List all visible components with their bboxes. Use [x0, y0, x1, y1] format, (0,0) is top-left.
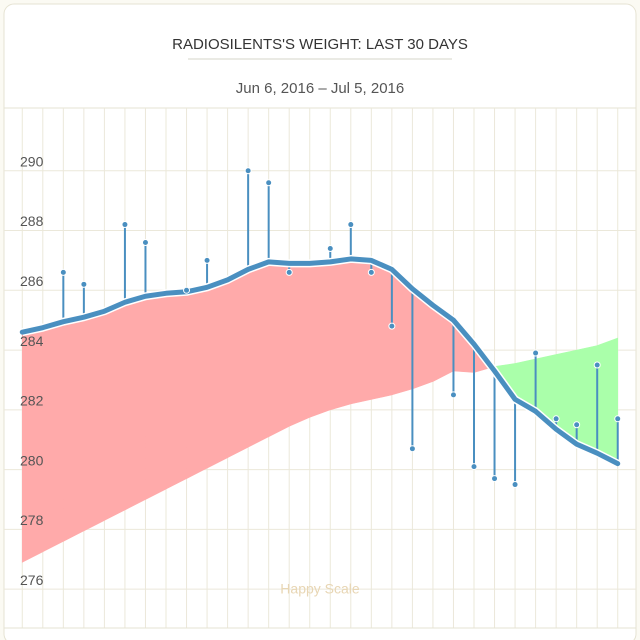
weight-dot [491, 475, 499, 483]
watermark: Happy Scale [280, 581, 360, 597]
y-tick-label: 284 [20, 333, 44, 349]
weight-dot [59, 268, 67, 276]
weight-dot [285, 268, 293, 276]
weight-dot [532, 349, 540, 357]
weight-dot [593, 361, 601, 369]
weight-dot [326, 244, 334, 252]
y-tick-label: 278 [20, 512, 44, 528]
weight-dot [552, 415, 560, 423]
weight-dot [367, 268, 375, 276]
weight-dot [183, 286, 191, 294]
y-tick-label: 280 [20, 452, 44, 468]
y-tick-label: 290 [20, 153, 44, 169]
weight-dot [203, 256, 211, 264]
weight-dot [614, 415, 622, 423]
weight-dot [573, 421, 581, 429]
weight-dot [244, 167, 252, 175]
weight-dot [347, 221, 355, 229]
chart-subtitle: Jun 6, 2016 – Jul 5, 2016 [236, 80, 404, 97]
weight-dot [121, 221, 129, 229]
weight-dot [449, 391, 457, 399]
weight-dot [408, 445, 416, 453]
y-tick-label: 286 [20, 273, 44, 289]
trend-line [19, 256, 621, 467]
weight-dot [80, 280, 88, 288]
y-tick-label: 282 [20, 393, 44, 409]
weight-dot [470, 463, 478, 471]
chart-title: RADIOSILENTS'S WEIGHT: LAST 30 DAYS [172, 36, 468, 53]
weight-dot [141, 238, 149, 246]
weight-dot [265, 179, 273, 187]
weight-dot [388, 322, 396, 330]
weight-dot [511, 481, 519, 489]
y-tick-label: 276 [20, 572, 44, 588]
y-tick-label: 288 [20, 213, 44, 229]
